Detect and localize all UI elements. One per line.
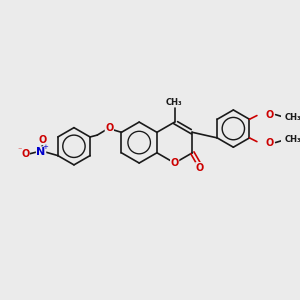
Text: CH₃: CH₃	[165, 98, 182, 107]
Text: +: +	[42, 144, 48, 150]
Text: O: O	[39, 135, 47, 145]
Text: CH₃: CH₃	[285, 135, 300, 144]
Text: O: O	[266, 138, 274, 148]
Text: O: O	[196, 163, 204, 172]
Text: O: O	[21, 149, 29, 159]
Text: O: O	[266, 110, 274, 120]
Text: O: O	[105, 123, 113, 133]
Text: CH₃: CH₃	[285, 113, 300, 122]
Text: O: O	[170, 158, 179, 168]
Text: N: N	[36, 147, 46, 157]
Text: ⁻: ⁻	[17, 146, 22, 154]
